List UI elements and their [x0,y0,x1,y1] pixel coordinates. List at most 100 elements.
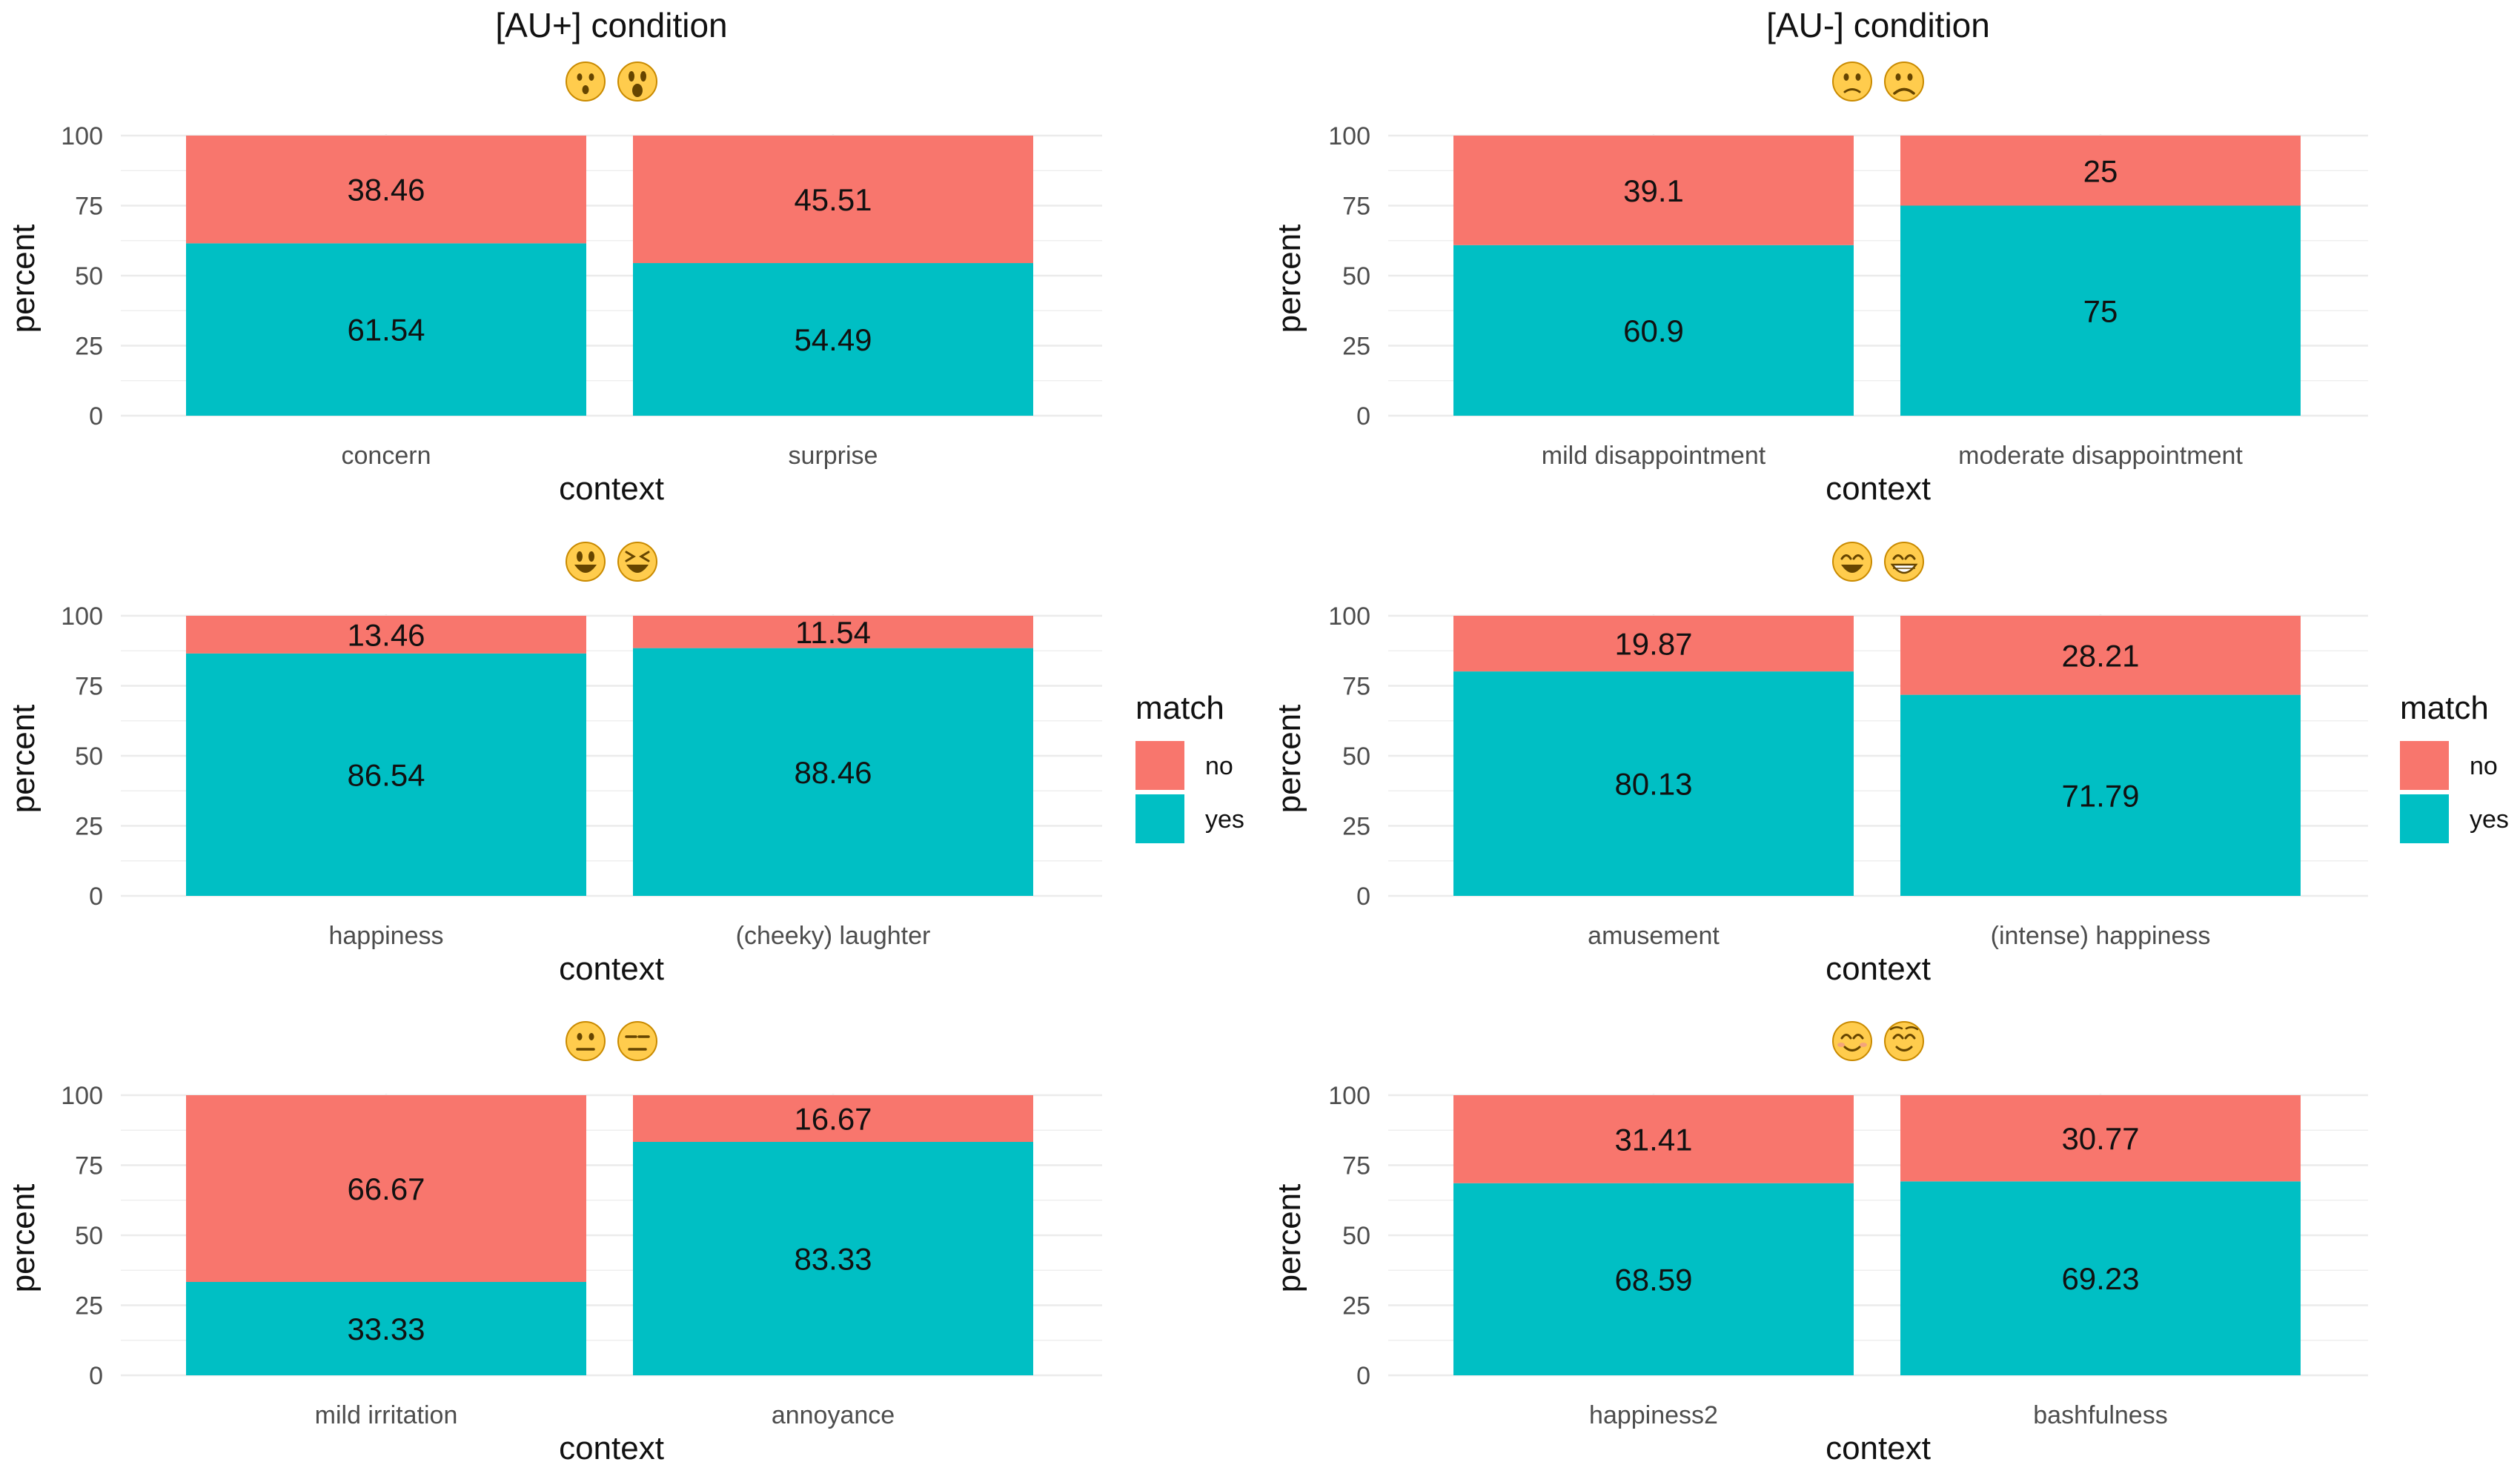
y-tick-label: 25 [75,333,103,361]
data-label-yes: 80.13 [1614,767,1692,802]
y-tick-label: 25 [1342,333,1370,361]
frowning-face-emoji [1884,62,1924,102]
panel-1: [AU+] condition 0 25 50 75 100 61.54 38.46 conce… [5,6,1102,507]
bar-no-1 [1453,1095,1854,1183]
legend-label-no: no [2470,752,2498,780]
x-tick-label: concern [342,442,431,470]
y-tick-label: 0 [89,883,103,911]
x-tick-label: surprise [789,442,878,470]
bar-yes-2 [1900,694,2301,896]
bar-no-2 [1900,136,2301,206]
legend: match no yes [1135,690,1244,843]
y-tick-label: 100 [61,122,103,150]
bar-yes-2 [633,1142,1033,1375]
y-tick-label: 0 [89,1362,103,1390]
bar-yes-1 [186,1282,586,1375]
data-label-no: 39.1 [1623,173,1684,208]
bar-yes-2 [633,648,1033,896]
panel-6: 0 25 50 75 100 68.59 31.41 happiness2 69.23 30.77… [1271,1021,2368,1466]
y-axis-title: percent [1271,705,1307,814]
y-axis-title: percent [1271,225,1307,333]
bar-yes-1 [186,243,586,416]
legend-swatch-no [2400,741,2449,790]
x-tick-label: annoyance [772,1401,895,1429]
x-axis-title: context [1826,1430,1931,1466]
beaming-face-emoji [1884,542,1924,582]
grinning-face-smiling-eyes-emoji [1832,542,1872,582]
slightly-frowning-face-emoji [1832,62,1872,102]
y-axis-title: percent [5,225,42,333]
y-tick-label: 75 [1342,1152,1370,1180]
y-tick-label: 50 [1342,262,1370,290]
bar-no-2 [1900,616,2301,695]
x-axis-title: context [559,951,664,987]
data-label-yes: 88.46 [794,755,872,790]
y-tick-label: 0 [1356,883,1370,911]
legend-swatch-yes [2400,794,2449,843]
x-tick-label: amusement [1588,922,1720,950]
bar-no-1 [186,1095,586,1283]
data-label-no: 31.41 [1614,1122,1692,1157]
data-label-no: 38.46 [347,173,425,207]
y-tick-label: 50 [75,1222,103,1250]
y-tick-label: 75 [75,193,103,221]
data-label-no: 66.67 [347,1172,425,1206]
y-tick-label: 25 [75,813,103,841]
data-label-yes: 86.54 [347,757,425,792]
data-label-no: 45.51 [794,182,872,217]
x-tick-label: moderate disappointment [1958,442,2243,470]
y-tick-label: 50 [1342,1222,1370,1250]
data-label-yes: 68.59 [1614,1262,1692,1297]
y-axis-title: percent [5,705,42,814]
panel-3: 0 25 50 75 100 86.54 13.46 happiness 88.46 11.54 (… [5,542,1244,987]
legend-swatch-no [1135,741,1184,790]
panel-title: [AU+] condition [495,6,727,44]
x-tick-label: happiness2 [1589,1401,1718,1429]
smiling-face-emoji [1884,1021,1924,1061]
legend-swatch-yes [1135,794,1184,843]
x-axis-title: context [559,1430,664,1466]
y-tick-label: 50 [75,262,103,290]
bar-yes-1 [186,653,586,896]
bar-no-2 [1900,1095,2301,1182]
data-label-yes: 33.33 [347,1312,425,1346]
y-tick-label: 100 [61,1082,103,1110]
y-tick-label: 25 [1342,1292,1370,1320]
data-label-no: 25 [2083,153,2118,188]
bar-no-1 [186,616,586,654]
data-label-no: 11.54 [795,615,871,650]
y-axis-title: percent [5,1184,42,1293]
y-tick-label: 100 [1328,1082,1370,1110]
data-label-yes: 83.33 [794,1242,872,1277]
data-label-yes: 71.79 [2061,778,2139,813]
bar-yes-1 [1453,1183,1854,1375]
smiling-face-smiling-eyes-emoji [1832,1021,1872,1061]
x-tick-label: bashfulness [2033,1401,2167,1429]
expressionless-face-emoji [617,1021,657,1061]
neutral-face-emoji [566,1021,606,1061]
legend-title: match [1135,690,1224,726]
bar-yes-2 [633,263,1033,416]
grinning-face-big-eyes-emoji [566,542,606,582]
bar-yes-2 [1900,1181,2301,1375]
astonished-face-emoji [617,62,657,102]
x-tick-label: (intense) happiness [1991,922,2211,950]
legend-label-no: no [1205,752,1233,780]
data-label-yes: 60.9 [1623,313,1684,348]
y-tick-label: 75 [75,1152,103,1180]
x-tick-label: happiness [328,922,443,950]
y-tick-label: 25 [1342,813,1370,841]
x-axis-title: context [1826,471,1931,507]
legend: match no yes [2400,690,2509,843]
bar-no-2 [633,1095,1033,1143]
bar-no-2 [633,616,1033,648]
data-label-no: 16.67 [794,1102,872,1137]
bar-no-1 [1453,136,1854,245]
bar-no-1 [1453,616,1854,672]
y-tick-label: 100 [61,602,103,631]
panel-5: 0 25 50 75 100 33.33 66.67 mild irritation 83.33… [5,1021,1102,1466]
panel-title: [AU-] condition [1766,6,1990,44]
bar-yes-2 [1900,205,2301,416]
